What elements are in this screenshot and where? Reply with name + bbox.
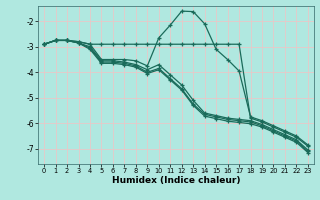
X-axis label: Humidex (Indice chaleur): Humidex (Indice chaleur): [112, 176, 240, 185]
